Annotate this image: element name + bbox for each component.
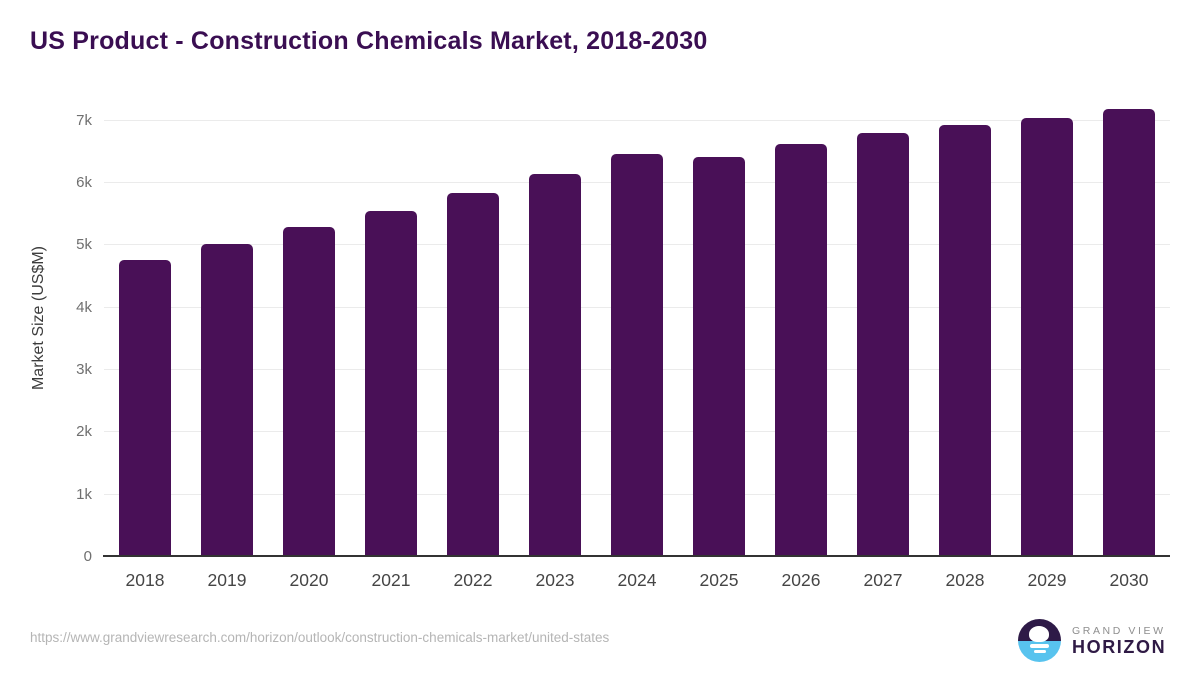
bar-2027[interactable] <box>857 132 909 557</box>
bar-series <box>104 95 1170 557</box>
logo-reflection-dash <box>1030 643 1049 648</box>
bar-2022[interactable] <box>447 193 499 557</box>
x-tick-label-2028: 2028 <box>945 570 985 590</box>
bar-2026[interactable] <box>775 143 827 557</box>
chart-title: US Product - Construction Chemicals Mark… <box>30 27 708 55</box>
x-tick-label-2018: 2018 <box>125 570 165 590</box>
bar-2023[interactable] <box>529 173 581 557</box>
bar-band <box>678 95 760 557</box>
bar-2028[interactable] <box>939 124 991 557</box>
logo-reflection-dash <box>1033 649 1046 653</box>
horizon-sunrise-icon <box>1018 619 1061 662</box>
y-tick-label: 0 <box>83 548 92 565</box>
bar-band <box>514 95 596 557</box>
logo-text-horizon: HORIZON <box>1072 636 1167 657</box>
source-url: https://www.grandviewresearch.com/horizo… <box>30 630 610 645</box>
x-tick-label-2019: 2019 <box>207 570 247 590</box>
y-tick-label: 3k <box>76 360 92 378</box>
logo-text-grand-view: GRAND VIEW <box>1072 624 1166 637</box>
y-tick-label: 5k <box>76 236 92 254</box>
bar-band <box>268 95 350 557</box>
bar-2030[interactable] <box>1103 109 1155 557</box>
x-tick-label-2029: 2029 <box>1027 570 1067 590</box>
bar-band <box>1088 95 1170 557</box>
gridline <box>104 119 1170 121</box>
bar-band <box>1006 95 1088 557</box>
x-tick-label-2023: 2023 <box>535 570 575 590</box>
x-tick-label-2020: 2020 <box>289 570 329 590</box>
bar-2029[interactable] <box>1021 118 1073 557</box>
bar-2018[interactable] <box>119 259 171 557</box>
bar-band <box>350 95 432 557</box>
bar-band <box>924 95 1006 557</box>
plot-area <box>103 95 1170 557</box>
y-tick-label: 7k <box>76 111 92 129</box>
bar-band <box>186 95 268 557</box>
y-tick-label: 4k <box>76 298 92 316</box>
y-axis-tick-labels: 0 1k 2k 3k 4k 5k 6k 7k <box>40 95 92 566</box>
bar-band <box>596 95 678 557</box>
bar-2021[interactable] <box>365 211 417 557</box>
bar-band <box>432 95 514 557</box>
x-tick-label-2021: 2021 <box>371 570 411 590</box>
grand-view-horizon-logo: GRAND VIEW HORIZON <box>1018 619 1166 662</box>
x-tick-label-2026: 2026 <box>781 570 821 590</box>
bar-2024[interactable] <box>611 153 663 557</box>
x-axis-tick-labels: 2018 2019 2020 2021 2022 2023 2024 2025 2026 2027… <box>104 570 1170 591</box>
x-tick-label-2024: 2024 <box>617 570 657 590</box>
x-tick-label-2030: 2030 <box>1109 570 1149 590</box>
x-tick-label-2022: 2022 <box>453 570 493 590</box>
bar-band <box>104 95 186 557</box>
bar-2025[interactable] <box>693 156 745 557</box>
y-tick-label: 6k <box>76 173 92 191</box>
y-tick-label: 2k <box>76 423 92 441</box>
x-tick-label-2027: 2027 <box>863 570 903 590</box>
x-tick-label-2025: 2025 <box>699 570 739 590</box>
logo-sun-shape <box>1029 626 1049 642</box>
bar-band <box>760 95 842 557</box>
x-axis-line <box>103 555 1170 557</box>
bar-2019[interactable] <box>201 243 253 557</box>
y-tick-label: 1k <box>76 485 92 503</box>
bar-band <box>842 95 924 557</box>
bar-2020[interactable] <box>283 227 335 557</box>
logo-text: GRAND VIEW HORIZON <box>1072 625 1166 657</box>
